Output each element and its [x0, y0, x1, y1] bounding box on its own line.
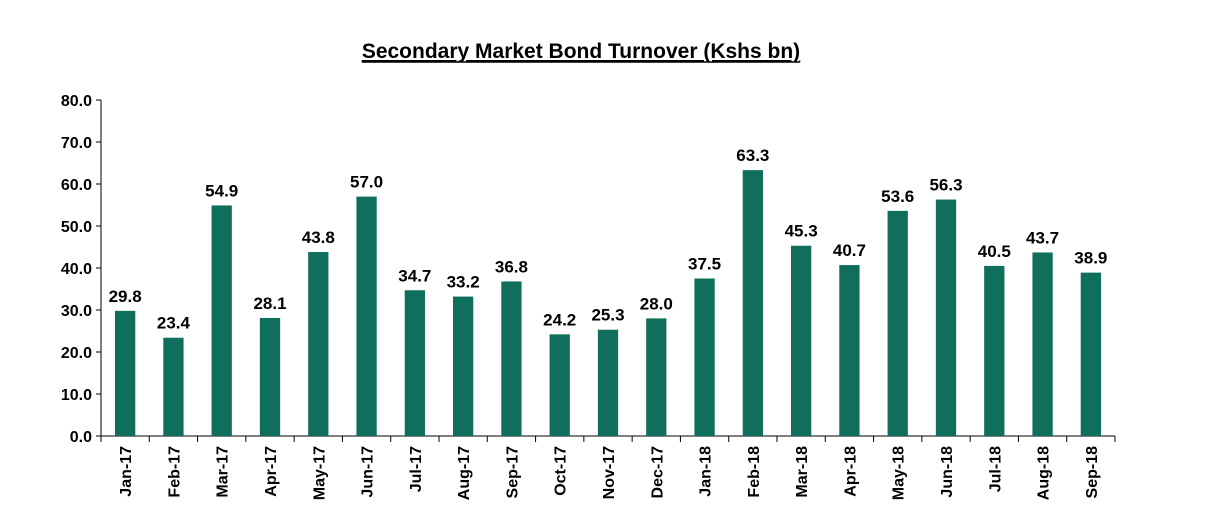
x-axis: Jan-17 Feb-17 Mar-17 Apr-17 May-17 Jun-17 Jul-… [100, 435, 1116, 500]
x-tick-label: Jan-17 [118, 446, 135, 497]
x-tick-label: Apr-18 [842, 446, 859, 497]
data-label: 24.2 [543, 310, 576, 329]
x-tick-label: May-17 [311, 446, 328, 500]
bar [984, 265, 1005, 436]
data-label: 45.3 [785, 222, 818, 241]
bar [501, 281, 522, 436]
bar [887, 210, 908, 436]
x-tick-label: Jul-17 [408, 446, 425, 492]
x-tick-label: Jul-18 [987, 446, 1004, 492]
data-label: 43.7 [1026, 228, 1059, 247]
y-tick-label: 20.0 [61, 345, 92, 362]
data-label: 29.8 [109, 287, 142, 306]
bar [935, 199, 957, 436]
bar [453, 296, 474, 436]
data-label: 33.2 [447, 273, 480, 292]
data-labels: 29.8 23.4 54.9 28.1 43.8 57.0 34.7 33.2 36.8 24.2… [109, 146, 1108, 333]
x-tick-label: Feb-17 [166, 446, 183, 498]
data-label: 57.0 [350, 173, 383, 192]
x-tick-label: Aug-17 [456, 446, 473, 500]
bar [549, 334, 570, 436]
bar [308, 252, 329, 436]
data-label: 43.8 [302, 228, 335, 247]
y-tick-label: 80.0 [61, 93, 92, 110]
bar [1032, 252, 1053, 436]
x-tick-label: Jun-17 [360, 446, 377, 498]
x-tick-label: Sep-18 [1084, 446, 1101, 499]
data-label: 40.5 [978, 242, 1011, 261]
bar [742, 170, 763, 436]
data-label: 56.3 [929, 176, 962, 195]
x-tick-label: Dec-17 [649, 446, 666, 499]
data-label: 38.9 [1074, 249, 1107, 268]
y-tick-label: 30.0 [61, 303, 92, 320]
data-label: 54.9 [205, 181, 238, 200]
x-tick-label: Mar-18 [794, 446, 811, 498]
y-tick-label: 10.0 [61, 387, 92, 404]
y-tick-label: 60.0 [61, 177, 92, 194]
y-tick-label: 50.0 [61, 219, 92, 236]
bar [839, 265, 860, 436]
x-tick-label: Aug-18 [1036, 446, 1053, 500]
x-tick-label: Feb-18 [746, 446, 763, 498]
data-label: 34.7 [398, 266, 431, 285]
bar [356, 196, 377, 436]
data-label: 25.3 [591, 306, 624, 325]
bar [597, 329, 619, 436]
x-tick-label: Apr-17 [263, 446, 280, 497]
bar [404, 290, 425, 436]
bar [163, 337, 184, 436]
y-tick-label: 70.0 [61, 135, 92, 152]
bar [646, 318, 667, 436]
x-tick-label: Jun-18 [939, 446, 956, 498]
data-label: 63.3 [736, 146, 769, 165]
bar [211, 205, 232, 436]
y-axis: 0.0 10.0 20.0 30.0 40.0 50.0 60.0 70.0 80.0 [61, 93, 102, 446]
bars [115, 170, 1101, 436]
x-tick-label: Mar-17 [215, 446, 232, 498]
y-tick-label: 0.0 [70, 429, 92, 446]
x-tick-label: May-18 [891, 446, 908, 500]
data-label: 37.5 [688, 255, 721, 274]
bar [259, 317, 281, 436]
data-label: 40.7 [833, 241, 866, 260]
bar [694, 278, 715, 436]
x-tick-label: Sep-17 [504, 446, 521, 499]
bar [1080, 272, 1101, 436]
data-label: 28.0 [640, 294, 673, 313]
bar [791, 245, 812, 436]
x-tick-label: Oct-17 [553, 446, 570, 496]
bar [115, 310, 136, 436]
data-label: 36.8 [495, 257, 528, 276]
data-label: 53.6 [881, 187, 914, 206]
y-tick-label: 40.0 [61, 261, 92, 278]
data-label: 28.1 [253, 294, 286, 313]
x-tick-label: Jan-18 [698, 446, 715, 497]
chart-title: Secondary Market Bond Turnover (Kshs bn) [362, 40, 800, 63]
data-label: 23.4 [157, 314, 191, 333]
x-tick-label: Nov-17 [601, 446, 618, 499]
